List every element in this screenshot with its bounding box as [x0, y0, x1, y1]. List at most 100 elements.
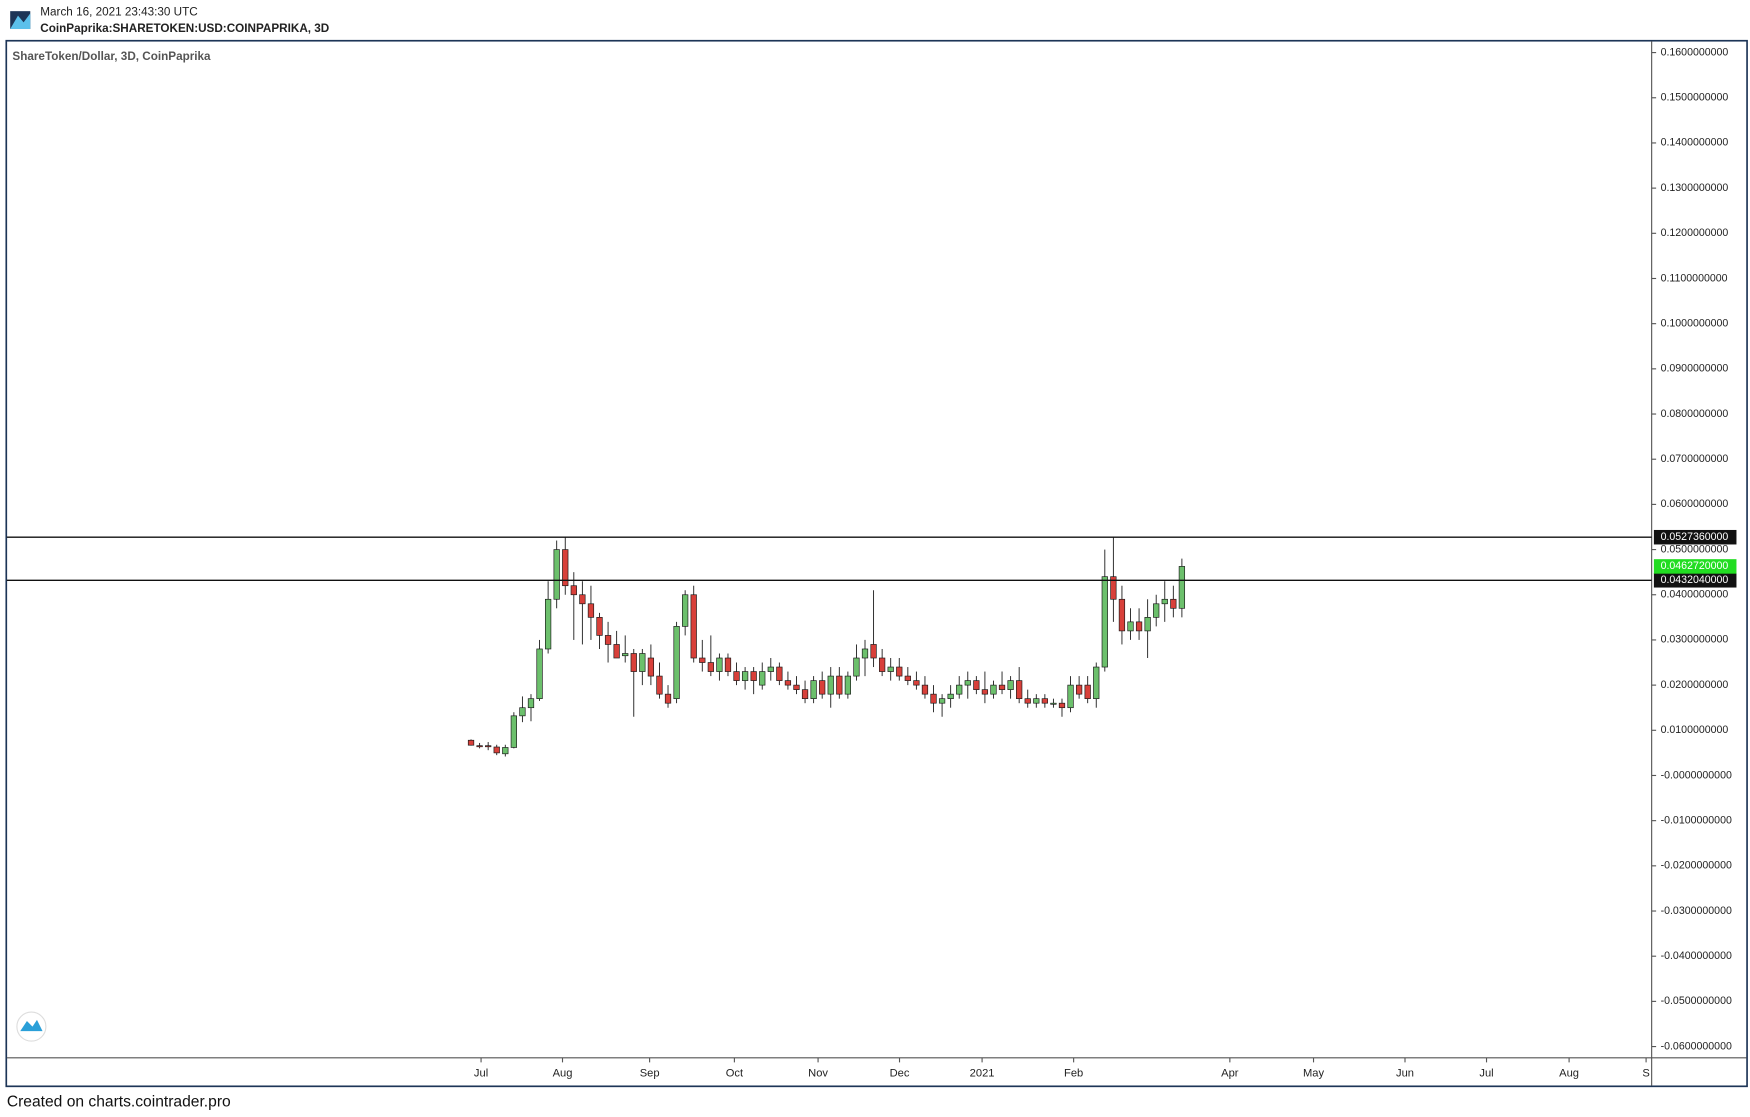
candle-body [947, 693, 954, 700]
candle-body [699, 657, 706, 663]
y-tick-label: 0.0900000000 [1661, 363, 1729, 375]
level-label-box [1653, 529, 1737, 545]
x-tick-label: Jul [1479, 1067, 1493, 1079]
candle-body [1127, 621, 1134, 632]
candle-body [784, 680, 792, 686]
candle-body [587, 603, 595, 618]
candle-body [964, 680, 971, 686]
candle-body [639, 653, 646, 672]
candle-body [998, 684, 1006, 690]
level-label: 0.0432040000 [1661, 574, 1729, 586]
watermark-icon [16, 1011, 47, 1042]
candle-body [485, 745, 492, 748]
candle-body [759, 671, 766, 686]
x-tick-label: 2021 [970, 1067, 995, 1079]
candle-body [827, 675, 834, 695]
y-tick-label: -0.0000000000 [1661, 769, 1732, 781]
candle-body [596, 617, 603, 636]
symbol: CoinPaprika:SHARETOKEN:USD:COINPAPRIKA, … [40, 22, 329, 35]
x-tick-label: Feb [1064, 1067, 1083, 1079]
candle-body [519, 707, 526, 717]
x-tick-label: Nov [808, 1067, 828, 1079]
candle-body [990, 684, 997, 695]
candle-body [810, 680, 817, 700]
candle-body [1101, 576, 1108, 668]
candle-body [476, 745, 483, 748]
timestamp: March 16, 2021 23:43:30 UTC [40, 5, 197, 18]
candle-body [656, 675, 663, 695]
candle-body [836, 675, 843, 695]
candle-body [553, 549, 560, 600]
candle-body [1144, 617, 1151, 632]
candle-body [536, 648, 543, 700]
x-tick-label: Aug [553, 1067, 573, 1079]
candle-body [682, 594, 689, 627]
candle-body [973, 680, 980, 690]
candle-body [1153, 603, 1160, 618]
candle-body [896, 666, 903, 677]
candle-body [819, 680, 826, 695]
candle-body [1118, 598, 1126, 632]
candle-body [647, 657, 655, 677]
x-tick-label: S [1642, 1067, 1649, 1079]
candle-body [930, 693, 937, 704]
candle-body [604, 635, 612, 645]
y-tick-label: 0.1500000000 [1661, 92, 1729, 104]
candle-body [793, 684, 800, 690]
candle-body [1033, 698, 1040, 704]
y-tick-label: 0.0200000000 [1661, 679, 1729, 691]
candle-body [938, 698, 946, 704]
candle-body [1161, 598, 1168, 605]
candle-body [707, 662, 714, 672]
candle-body [544, 598, 552, 650]
x-tick-label: Sep [640, 1067, 660, 1079]
candle-body [579, 594, 586, 605]
candle-body [664, 693, 672, 704]
y-tick-label: 0.1000000000 [1661, 317, 1729, 329]
x-tick-label: Jun [1396, 1067, 1414, 1079]
x-tick-label: Dec [890, 1067, 910, 1079]
y-tick-label: 0.1300000000 [1661, 182, 1729, 194]
candle-body [1050, 702, 1057, 705]
candle-body [904, 675, 911, 681]
candle-body [1110, 576, 1117, 600]
candle-body [776, 666, 783, 681]
y-tick-label: 0.0500000000 [1661, 543, 1729, 555]
candle-body [1024, 698, 1031, 704]
candle-body [1170, 598, 1177, 609]
level-label: 0.0527360000 [1661, 531, 1729, 543]
y-tick-label: 0.0100000000 [1661, 724, 1729, 736]
last-price-box [1653, 559, 1737, 574]
candle-body [630, 653, 637, 672]
x-tick-label: May [1303, 1067, 1324, 1079]
candle-body [1016, 680, 1023, 700]
candle-body [690, 594, 697, 659]
level-label-box [1653, 573, 1737, 588]
y-tick-label: 0.1600000000 [1661, 46, 1729, 58]
frame [5, 39, 1748, 1088]
candle-body [724, 657, 732, 672]
candle-body [613, 644, 620, 659]
y-tick-label: -0.0500000000 [1661, 995, 1732, 1007]
candle-body [887, 666, 894, 672]
y-tick-label: 0.0800000000 [1661, 408, 1729, 420]
last-price-label: 0.0462720000 [1661, 560, 1729, 572]
y-tick-label: 0.1100000000 [1661, 272, 1728, 284]
candle-body [1058, 702, 1066, 709]
y-tick-label: 0.0400000000 [1661, 589, 1729, 601]
y-tick-label: -0.0200000000 [1661, 860, 1732, 872]
candle-body [1084, 684, 1091, 700]
candle-body [879, 657, 886, 672]
candle-body [733, 671, 740, 681]
logo [10, 11, 31, 30]
candle-body [861, 648, 869, 659]
candle-body [562, 549, 569, 587]
y-tick-label: 0.1400000000 [1661, 137, 1729, 149]
candle-body [1007, 680, 1014, 690]
candle-body [502, 747, 509, 755]
y-tick-label: -0.0600000000 [1661, 1040, 1732, 1052]
x-tick-label: Oct [726, 1067, 744, 1079]
candle-body [801, 689, 809, 700]
